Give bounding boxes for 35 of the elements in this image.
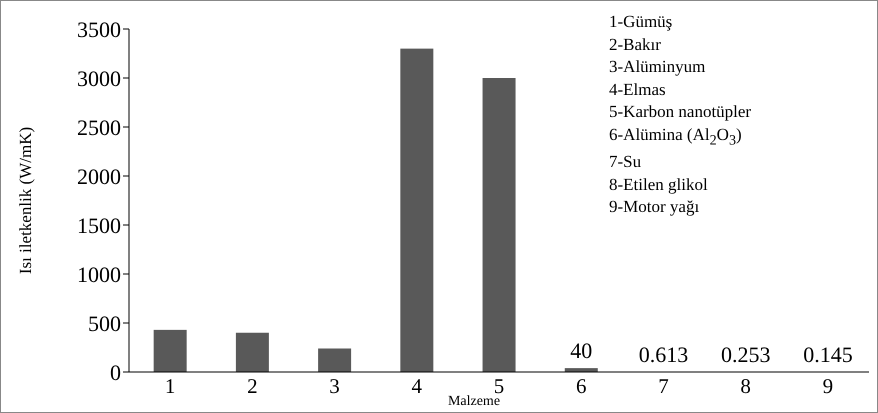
x-tick-label: 9 — [822, 374, 834, 398]
y-tick-label: 500 — [88, 310, 121, 336]
bar — [482, 78, 516, 372]
annotation: 9-Motor yağı — [609, 196, 700, 218]
data-label: 40 — [570, 338, 592, 364]
x-tick-label: 3 — [329, 374, 340, 398]
x-tick-label: 7 — [658, 374, 669, 398]
y-tick-label: 1500 — [77, 212, 121, 238]
bar — [154, 330, 187, 372]
y-tick-label: 1000 — [77, 262, 121, 287]
data-label: 0.145 — [803, 342, 853, 367]
y-tick-label: 2500 — [77, 114, 121, 140]
bar — [318, 348, 352, 372]
annotation: 8-Etilen glikol — [609, 174, 709, 196]
annotation: 7-Su — [609, 151, 642, 174]
x-tick-label: 6 — [576, 374, 586, 398]
y-tick-label: 3500 — [77, 16, 121, 42]
bar — [400, 48, 434, 372]
annotation: 5-Karbon nanotüpler — [609, 101, 752, 123]
annotation: 3-Alüminyum — [609, 56, 706, 78]
x-tick-label: 4 — [412, 374, 423, 398]
x-tick-label: 1 — [164, 374, 176, 398]
x-tick-label: 8 — [740, 374, 751, 398]
data-label: 0.613 — [638, 342, 688, 367]
y-axis-title: Isı iletkenlik (W/mK) — [16, 126, 36, 274]
x-tick-label: 2 — [247, 374, 258, 398]
bar — [236, 332, 269, 372]
y-tick-label: 0 — [110, 360, 121, 385]
annotation: 1-Gümüş — [609, 11, 674, 33]
data-label: 0.253 — [720, 342, 770, 367]
annotation: 4-Elmas — [609, 78, 667, 100]
annotation: 6-Alümina (Al$_{2}$O$_{3}$) — [609, 124, 743, 150]
annotation: 2-Bakır — [609, 34, 662, 56]
y-tick-label: 3000 — [77, 66, 121, 91]
y-tick-label: 2000 — [77, 164, 121, 189]
